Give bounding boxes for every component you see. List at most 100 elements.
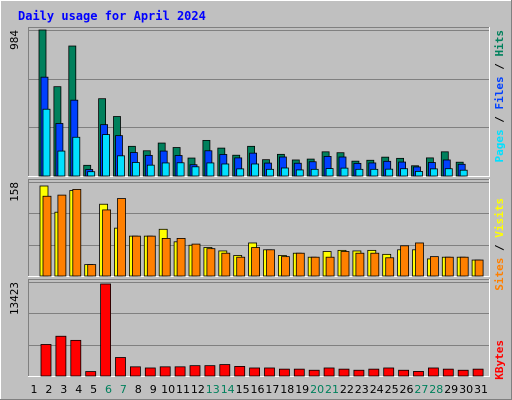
sites-bar [221,252,231,277]
pages-bar [444,168,453,177]
x-tick-label: 26 [400,383,414,396]
kbytes-bar [308,369,320,377]
sites-bar [87,264,97,277]
kbytes-bar [323,367,335,377]
kbytes-bar [278,368,290,377]
kbytes-bar [174,366,186,377]
pages-bar [459,169,468,177]
sites-bar [42,195,52,277]
x-tick-label: 4 [75,383,82,396]
x-tick-label: 1 [31,383,38,396]
x-tick-label: 15 [236,383,250,396]
sites-bar [266,249,275,277]
x-tick-label: 31 [474,383,488,396]
x-tick-label: 8 [135,383,142,396]
kbytes-bar [70,339,82,377]
x-tick-label: 29 [444,383,458,396]
pages-bar [102,134,110,177]
pages-bar [87,171,96,177]
pages-bar [236,168,245,177]
sites-bar [400,245,410,277]
pages-bar [280,167,289,177]
x-tick-label: 9 [150,383,157,396]
kbytes-bar [249,367,261,377]
legend-entry: Visits [493,198,506,238]
pages-bar [146,164,155,177]
x-tick-label: 16 [251,383,265,396]
sites-bar [474,259,484,277]
x-tick-label: 5 [90,383,97,396]
y-max-label: 13423 [8,282,21,315]
legend-entry: Pages [493,129,506,162]
kbytes-bar [100,283,111,377]
y-max-label: 984 [8,30,21,50]
kbytes-bar [264,367,275,377]
sites-bar [176,238,186,277]
pages-bar [72,136,81,177]
kbytes-bar [129,366,141,377]
x-tick-label: 13 [206,383,220,396]
x-tick-label: 11 [176,383,190,396]
x-tick-label: 19 [295,383,309,396]
legend-label: Pages / Files / Hits [493,30,506,163]
x-tick-label: 28 [429,383,443,396]
pages-bar [221,163,230,177]
sites-bar [444,256,454,277]
kbytes-bar [293,368,305,377]
sites-bar [117,198,126,277]
pages-bar [355,168,364,177]
legend-entry: KBytes [493,340,506,380]
kbytes-bar [338,368,350,377]
chart-panel-3 [28,279,490,377]
kbytes-bar [144,367,156,377]
x-tick-label: 14 [221,383,235,396]
pages-bar [340,167,349,177]
sites-bar [191,243,201,277]
sites-bar [236,256,246,277]
y-max-label: 158 [8,182,21,202]
kbytes-bar [115,357,126,377]
legend-entry: Files [493,76,506,109]
legend-entry: Sites [493,258,506,291]
pages-bar [295,169,304,177]
pages-bar [131,162,140,177]
sites-bar [295,252,305,277]
pages-bar [206,162,215,177]
x-tick-label: 12 [191,383,205,396]
sites-bar [370,252,380,277]
x-tick-label: 24 [370,383,384,396]
pages-bar [176,162,185,177]
sites-bar [280,256,290,277]
sites-bar [146,235,156,277]
kbytes-bar [427,367,439,377]
kbytes-bar [472,368,484,377]
sites-bar [57,194,67,277]
pages-bar [251,163,260,177]
pages-bar [325,168,334,177]
sites-bar [355,252,365,277]
chart-panel-1 [28,27,490,177]
pages-bar [266,168,274,177]
x-tick-label: 20 [310,383,324,396]
sites-bar [161,238,171,277]
x-tick-label: 21 [325,383,339,396]
legend-label: Sites / Visits [493,198,506,291]
kbytes-bar [40,344,52,377]
kbytes-bar [383,367,395,377]
x-tick-label: 2 [45,383,52,396]
kbytes-bar [398,369,410,377]
sites-bar [415,242,424,277]
pages-bar [42,108,51,177]
x-tick-label: 3 [60,383,67,396]
pages-bar [191,166,200,177]
pages-bar [310,168,319,177]
kbytes-bar [85,371,97,377]
sites-bar [385,257,395,277]
sites-bar [429,256,439,277]
x-tick-label: 23 [355,383,369,396]
kbytes-bar [55,335,67,377]
pages-bar [370,168,379,177]
kbytes-bar [189,365,201,377]
x-tick-label: 6 [105,383,112,396]
x-tick-label: 30 [459,383,473,396]
